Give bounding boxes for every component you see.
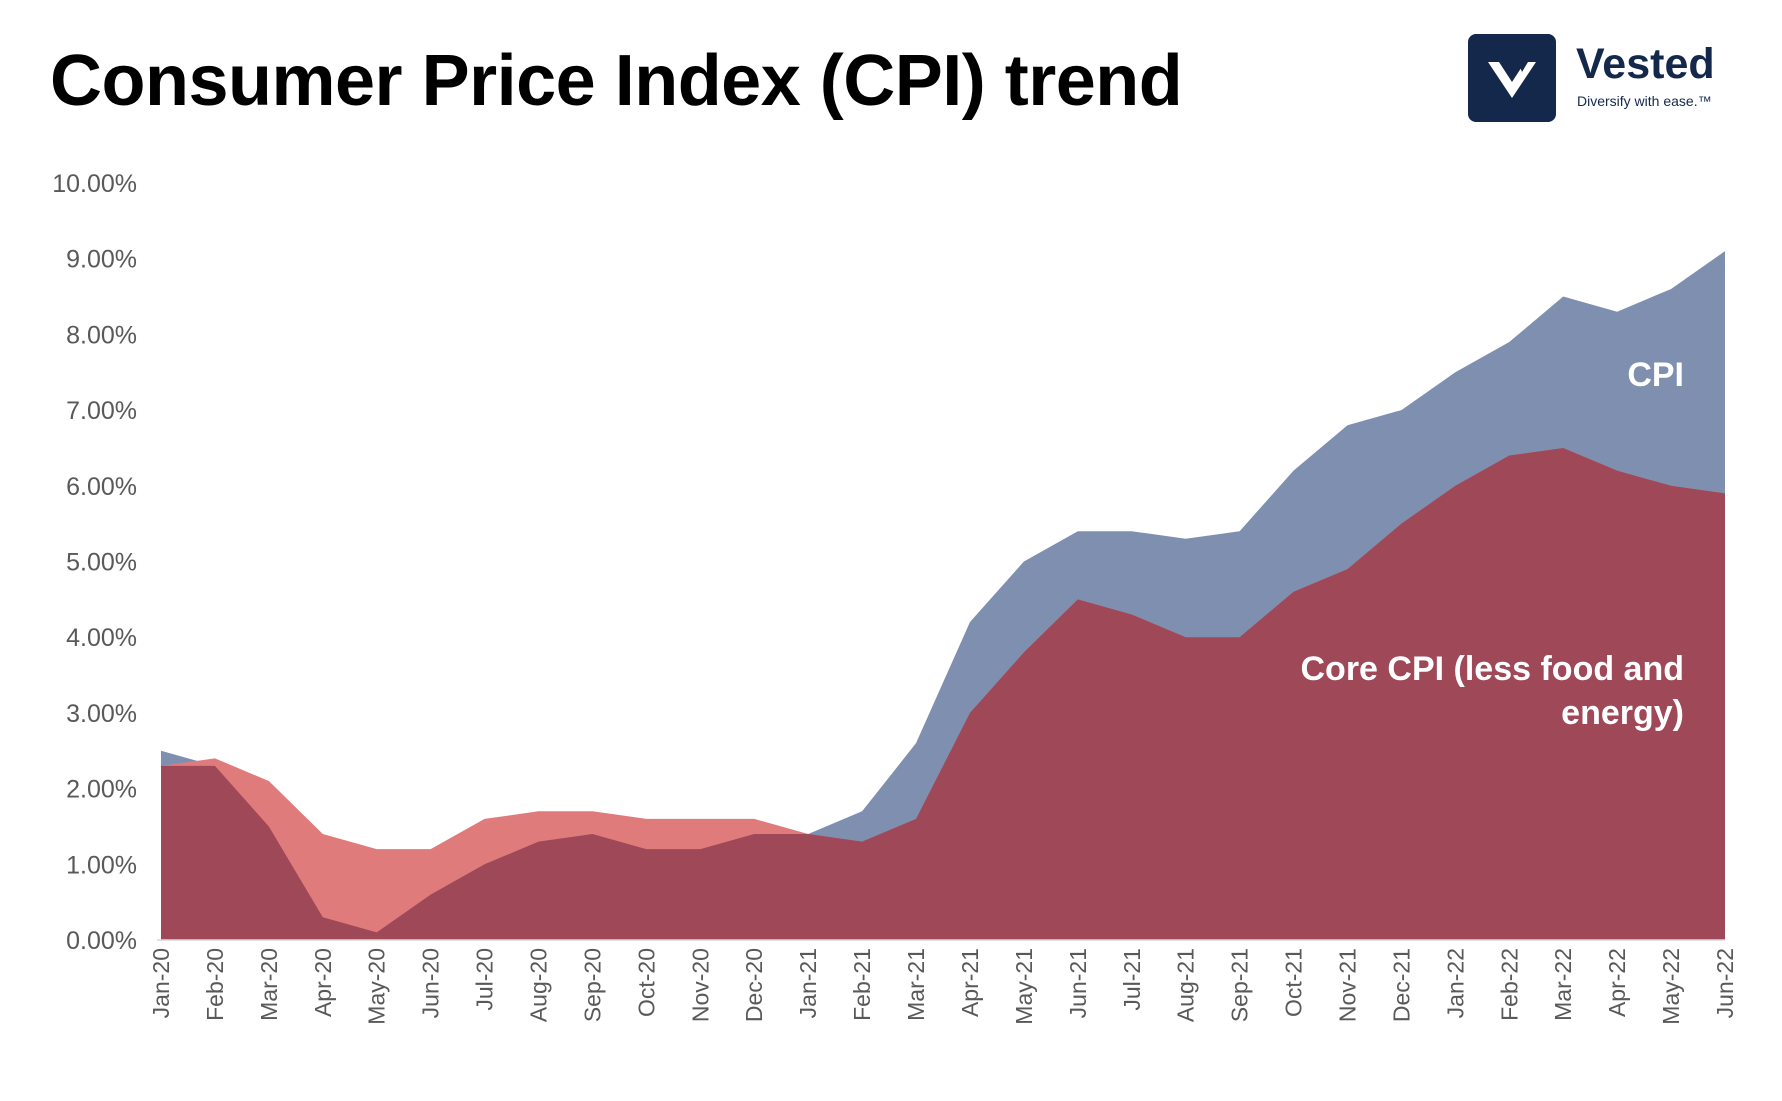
x-tick-label: Jul-21 (1119, 948, 1145, 1011)
x-tick-label: Jan-20 (148, 948, 174, 1018)
x-axis: Jan-20 Feb-20 Mar-20 Apr-20 May-20 Jun-20 Jul-… (148, 948, 1738, 1025)
x-tick-label: Apr-22 (1604, 948, 1630, 1017)
vested-logo: Vested Diversify with ease.™ (1468, 34, 1718, 122)
y-tick-label: 10.00% (52, 170, 137, 198)
y-tick-label: 2.00% (66, 776, 137, 804)
core-cpi-annotation-line2: energy) (1561, 694, 1684, 732)
x-tick-label: Nov-20 (687, 948, 713, 1022)
y-tick-label: 9.00% (66, 246, 137, 274)
x-tick-label: May-20 (364, 948, 390, 1025)
logo-name: Vested (1576, 40, 1715, 88)
x-tick-label: Jan-22 (1442, 948, 1468, 1018)
y-tick-label: 4.00% (66, 624, 137, 652)
x-tick-label: Mar-22 (1550, 948, 1576, 1021)
x-tick-label: Jan-21 (795, 948, 821, 1018)
x-tick-label: Oct-21 (1281, 948, 1307, 1017)
x-tick-label: Jun-21 (1065, 948, 1091, 1018)
x-tick-label: Aug-21 (1173, 948, 1199, 1022)
x-tick-label: Jul-20 (472, 948, 498, 1011)
x-tick-label: Jun-20 (418, 948, 444, 1018)
x-tick-label: May-21 (1011, 948, 1037, 1025)
y-tick-label: 3.00% (66, 700, 137, 728)
x-tick-label: Dec-21 (1388, 948, 1414, 1022)
plot-area (157, 251, 1725, 941)
y-tick-label: 0.00% (66, 927, 137, 955)
x-tick-label: Oct-20 (633, 948, 659, 1017)
x-tick-label: Sep-21 (1227, 948, 1253, 1022)
y-tick-label: 1.00% (66, 851, 137, 879)
x-tick-label: Jun-22 (1712, 948, 1738, 1018)
overlap-area (161, 447, 1725, 940)
x-tick-label: Nov-21 (1334, 948, 1360, 1022)
x-tick-label: Feb-22 (1496, 948, 1522, 1021)
y-axis: 0.00% 1.00% 2.00% 3.00% 4.00% 5.00% 6.00% 7.00%… (52, 170, 137, 955)
x-tick-label: Mar-20 (256, 948, 282, 1021)
cpi-annotation: CPI (1627, 356, 1684, 394)
x-tick-label: Dec-20 (741, 948, 767, 1022)
x-tick-label: Sep-20 (579, 948, 605, 1022)
logo-tagline: Diversify with ease.™ (1577, 93, 1712, 109)
y-tick-label: 5.00% (66, 549, 137, 577)
x-tick-label: Apr-21 (957, 948, 983, 1017)
x-tick-label: Mar-21 (903, 948, 929, 1021)
y-tick-label: 7.00% (66, 397, 137, 425)
x-tick-label: May-22 (1658, 948, 1684, 1025)
x-tick-label: Feb-21 (849, 948, 875, 1021)
x-tick-label: Apr-20 (310, 948, 336, 1017)
y-tick-label: 8.00% (66, 321, 137, 349)
vested-v-logo-icon (1468, 34, 1556, 122)
x-tick-label: Aug-20 (526, 948, 552, 1022)
x-tick-label: Feb-20 (202, 948, 228, 1021)
page-title: Consumer Price Index (CPI) trend (50, 41, 1183, 121)
y-tick-label: 6.00% (66, 473, 137, 501)
core-cpi-annotation-line1: Core CPI (less food and (1301, 650, 1685, 688)
